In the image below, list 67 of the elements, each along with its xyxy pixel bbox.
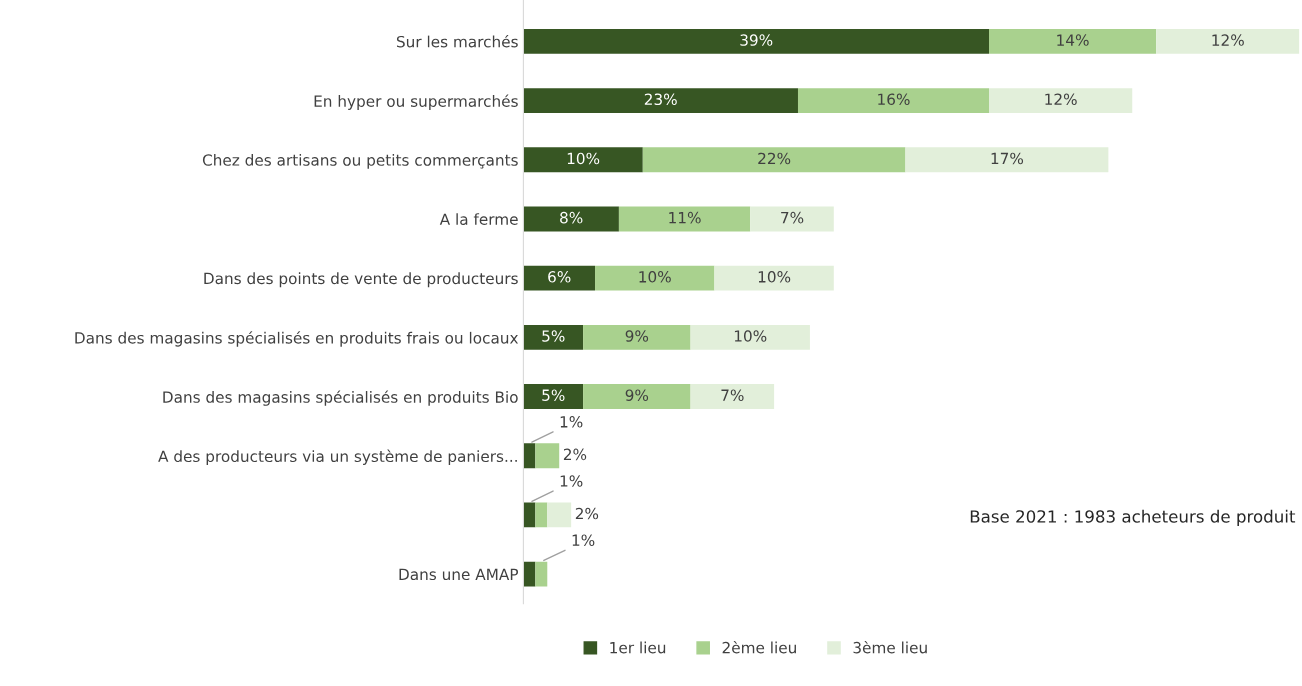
data-label: 1% (560, 475, 583, 487)
data-label: 10% (567, 152, 600, 165)
data-label: 12% (1212, 34, 1244, 46)
bar (535, 502, 548, 528)
y-tick-label: Dans des magasins spécialisés en produits Bio (163, 390, 518, 406)
data-label: 17% (991, 152, 1024, 165)
y-tick-label: Chez des artisans ou petits commerçants (202, 153, 518, 169)
data-label: 16% (878, 93, 910, 106)
y-tick-label: Dans des magasins spécialisés en produits frais ou locaux (75, 331, 519, 347)
bar (989, 29, 1157, 54)
bar (523, 443, 536, 469)
data-label: 11% (669, 211, 701, 224)
bar (523, 265, 596, 291)
bar (535, 561, 548, 587)
bar (583, 324, 691, 350)
bar (523, 561, 536, 587)
data-label: 6% (548, 271, 571, 283)
data-label: 9% (625, 330, 649, 342)
bar (618, 206, 751, 232)
bar (523, 324, 584, 350)
data-label: 39% (740, 34, 773, 46)
legend-label: 1er lieu (610, 641, 666, 654)
bar (523, 384, 584, 409)
bar (690, 324, 810, 350)
bar (523, 29, 989, 54)
data-label: 23% (644, 93, 677, 106)
y-tick-label: Dans une AMAP (399, 568, 519, 581)
data-label: 5% (542, 330, 565, 342)
bar (595, 265, 715, 291)
bar (583, 384, 691, 409)
y-tick-label: Dans des points de vente de producteurs (204, 272, 518, 288)
bar (690, 384, 775, 409)
legend-label: 3ème lieu (853, 640, 927, 654)
data-label: 9% (625, 389, 649, 401)
bar (547, 502, 572, 528)
y-tick-label: En hyper ou supermarchés (314, 94, 518, 110)
bar (797, 88, 989, 114)
data-label: 2% (563, 448, 587, 461)
bar (750, 206, 834, 232)
bar (642, 147, 906, 173)
bar (1156, 29, 1300, 54)
data-label: 8% (560, 211, 583, 224)
bar (535, 443, 560, 469)
annotation: Base 2021 : 1983 acheteurs de produit (970, 509, 1296, 526)
data-label: 14% (1057, 34, 1089, 46)
data-label: 22% (758, 152, 791, 165)
bar (523, 147, 643, 173)
data-label: 2% (575, 507, 599, 520)
data-label: 10% (734, 330, 767, 342)
y-tick-label: A la ferme (439, 213, 518, 225)
data-label: 10% (758, 271, 791, 283)
data-label: 12% (1045, 93, 1077, 106)
data-label: 1% (560, 416, 583, 428)
data-label: 7% (781, 211, 804, 224)
bar (989, 88, 1133, 114)
data-label: 1% (572, 534, 595, 546)
y-tick-label: Sur les marchés (396, 35, 518, 48)
bar (714, 265, 834, 291)
bar (523, 88, 798, 114)
data-label: 10% (639, 271, 671, 283)
bar (523, 206, 619, 232)
data-label: 7% (721, 389, 744, 401)
data-label: 5% (542, 389, 565, 401)
bar (523, 502, 536, 528)
bar (905, 147, 1109, 173)
legend-label: 2ème lieu (722, 640, 796, 654)
y-tick-label: A des producteurs via un système de paniers... (158, 449, 517, 466)
